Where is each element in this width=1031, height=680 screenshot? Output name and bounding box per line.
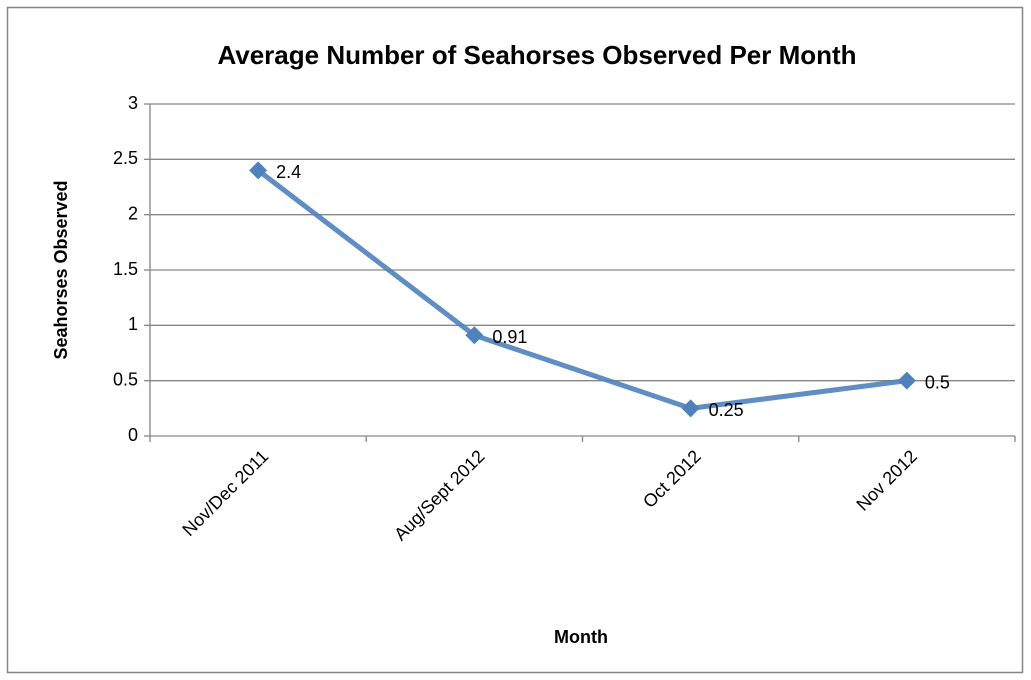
y-tick-label: 2 — [128, 203, 138, 223]
y-tick-label: 0.5 — [113, 369, 138, 389]
marker — [465, 326, 484, 345]
data-label: 2.4 — [276, 162, 301, 182]
y-tick-label: 0 — [128, 425, 138, 445]
data-label: 0.5 — [925, 372, 950, 392]
chart-frame — [6, 6, 1024, 674]
x-axis-label: Month — [554, 627, 608, 647]
line — [256, 168, 908, 411]
data-label: 0.91 — [492, 327, 527, 347]
chart-title: Average Number of Seahorses Observed Per… — [217, 40, 856, 70]
y-tick-label: 1 — [128, 314, 138, 334]
y-tick-label: 3 — [128, 93, 138, 113]
y-tick-label: 2.5 — [113, 148, 138, 168]
y-tick-label: 1.5 — [113, 259, 138, 279]
marker — [249, 161, 268, 180]
marker — [681, 399, 700, 418]
marker — [897, 371, 916, 390]
y-axis-label: Seahorses Observed — [51, 180, 71, 359]
data-label: 0.25 — [709, 400, 744, 420]
